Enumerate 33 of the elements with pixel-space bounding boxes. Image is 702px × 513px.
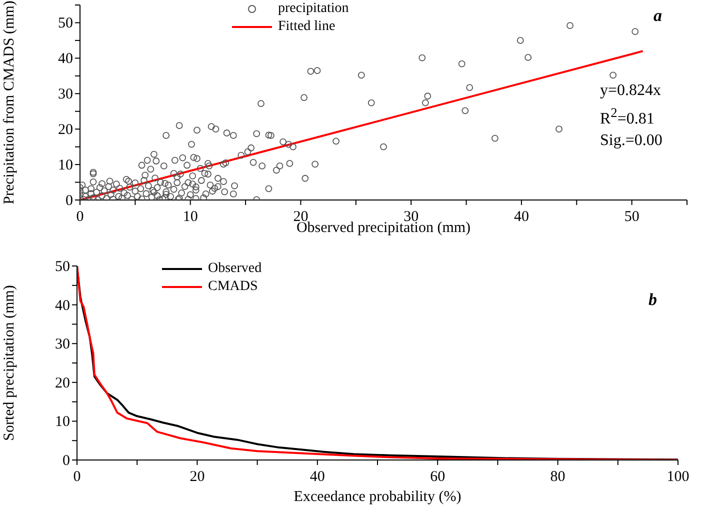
y-tick-label: 50 [55, 259, 70, 275]
y-tick-label: 40 [58, 51, 73, 68]
y-tick-label: 10 [58, 158, 73, 174]
x-axis-title: Exceedance probability (%) [294, 489, 462, 505]
y-tick-label: 20 [58, 122, 73, 138]
x-tick-label: 20 [190, 469, 205, 485]
y-axis-title: Sorted precipitation (mm) [1, 285, 18, 441]
y-tick-label: 40 [55, 298, 70, 314]
annotation: R$^{2}$=0.81 [600, 104, 656, 130]
x-tick-label: 10 [182, 209, 198, 225]
y-tick-label: 50 [58, 16, 73, 32]
annotation: a [654, 6, 662, 26]
x-tick-label: 0 [76, 209, 84, 225]
x-tick-label: 40 [514, 209, 529, 225]
x-tick-label: 80 [550, 469, 566, 485]
y-tick-label: 10 [55, 414, 70, 430]
legend-label: precipitation [278, 1, 349, 17]
x-tick-label: 100 [666, 469, 690, 485]
annotation: Sig.=0.00 [600, 131, 662, 152]
y-tick-label: 0 [62, 453, 70, 469]
x-tick-label: 50 [624, 209, 640, 225]
y-tick-label: 0 [66, 193, 73, 209]
legend-label: Observed [208, 261, 262, 277]
legend-label: Fitted line [278, 19, 336, 35]
legend-label: CMADS [208, 279, 258, 295]
annotation: y=0.824x [600, 81, 662, 101]
y-tick-label: 30 [58, 86, 73, 103]
y-axis-title: Precipitation from CMADS (mm) [1, 0, 18, 204]
y-tick-label: 30 [55, 336, 70, 353]
x-tick-label: 60 [430, 469, 446, 485]
y-tick-label: 20 [55, 375, 70, 392]
x-tick-label: 40 [310, 469, 325, 485]
annotation: b [648, 290, 657, 310]
